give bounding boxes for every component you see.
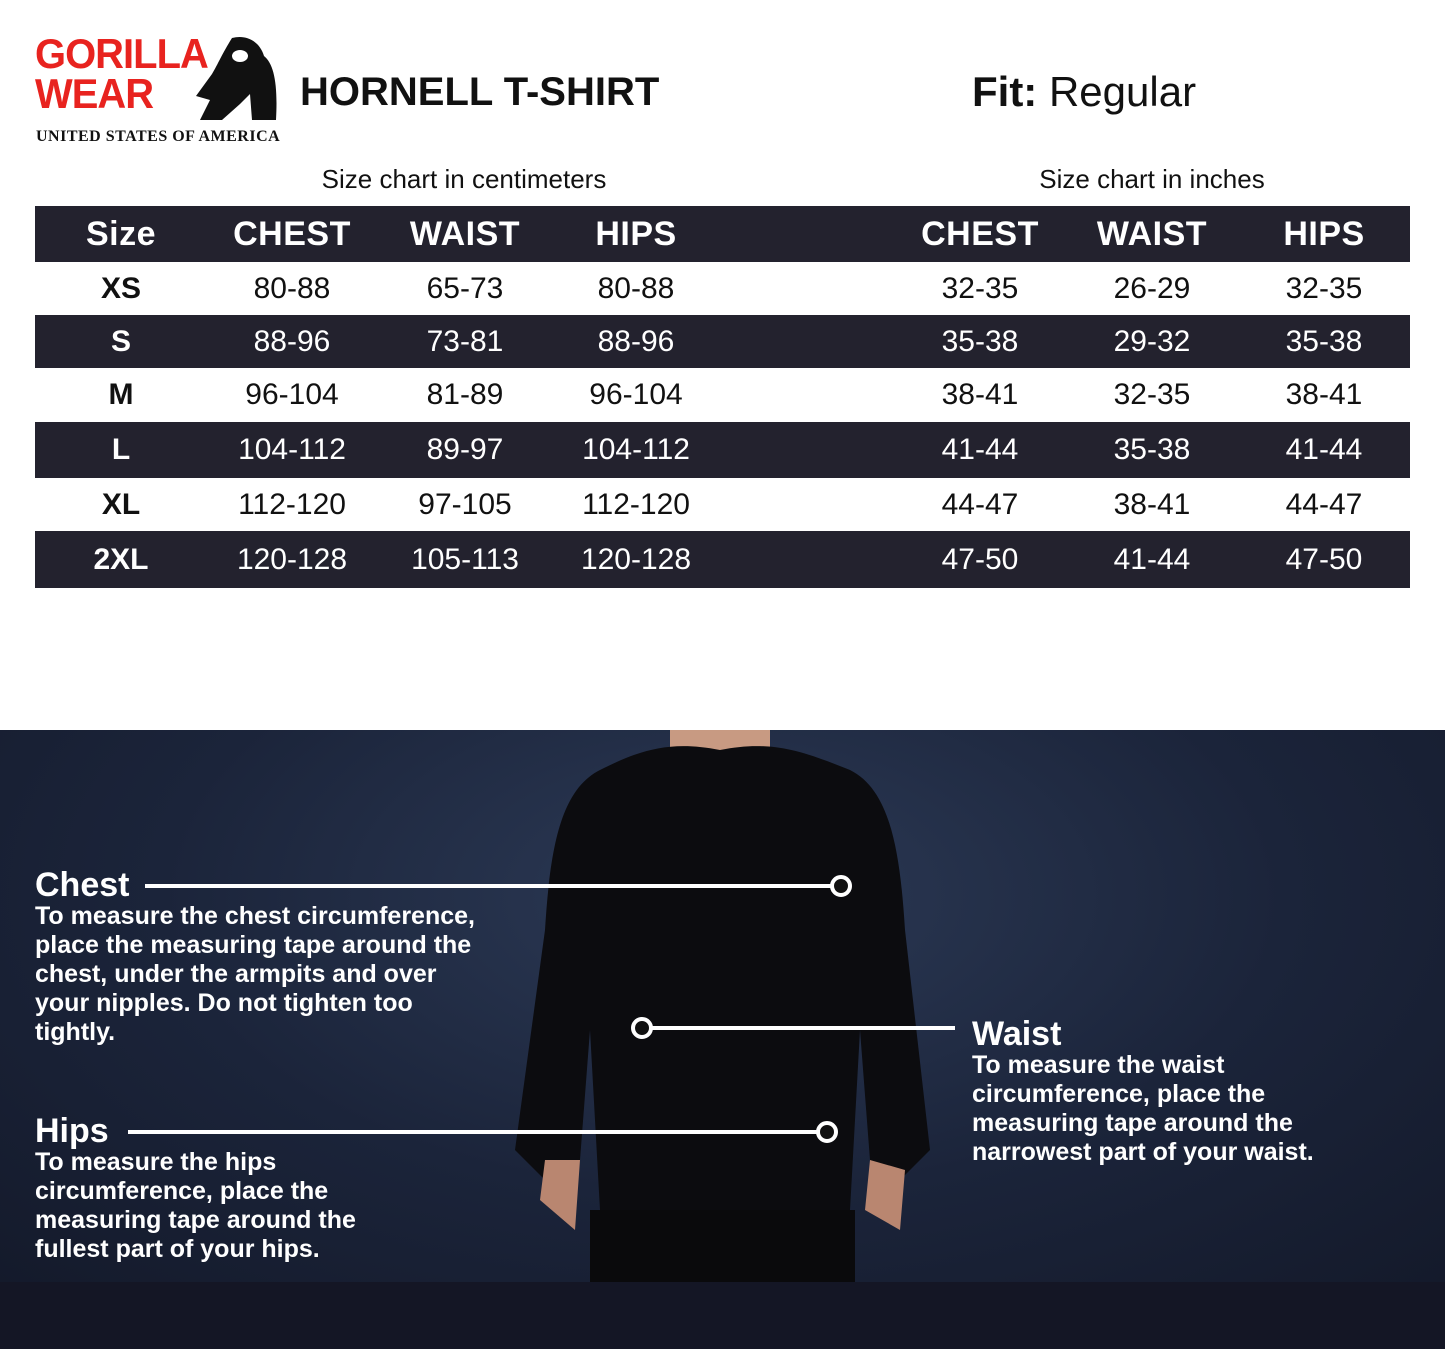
fit-value: Regular (1048, 68, 1197, 115)
chest-text: To measure the chest circumference, plac… (35, 902, 475, 1046)
cell-waist-cm: 73-81 (426, 325, 504, 358)
header-chest-in: CHEST (921, 215, 1039, 253)
waist-marker (631, 1017, 653, 1039)
chest-guide: Chest To measure the chest circumference,… (35, 868, 495, 1047)
hips-text: To measure the hips circumference, place… (35, 1148, 356, 1263)
cell-waist-cm: 81-89 (426, 378, 504, 411)
cell-chest-cm: 88-96 (253, 325, 331, 358)
cell-hips-cm: 88-96 (597, 325, 675, 358)
hips-title: Hips (35, 1112, 109, 1150)
cell-waist-in: 35-38 (1113, 433, 1191, 466)
fit-info: Fit: Regular (972, 68, 1196, 116)
cell-hips-cm: 80-88 (597, 272, 675, 305)
cell-chest-in: 47-50 (941, 543, 1019, 576)
table-row: S 88-96 73-81 88-96 35-38 29-32 35-38 (35, 315, 1410, 368)
chest-title: Chest (35, 866, 130, 904)
fit-label: Fit: (972, 68, 1038, 115)
model-photo (0, 730, 1445, 1282)
table-row: XS 80-88 65-73 80-88 32-35 26-29 32-35 (35, 262, 1410, 315)
cell-chest-cm: 120-128 (236, 543, 348, 576)
logo-line1: GORILLA (35, 30, 209, 77)
table-row: 2XL 120-128 105-113 120-128 47-50 41-44 47-50 (35, 531, 1410, 588)
cell-waist-cm: 65-73 (426, 272, 504, 305)
waist-text: To measure the waist circumference, plac… (972, 1051, 1314, 1166)
header-hips-in: HIPS (1283, 215, 1365, 253)
brand-logo: GORILLA WEAR (35, 30, 209, 117)
cell-size: L (111, 433, 131, 466)
chest-line (145, 884, 835, 888)
cell-hips-cm: 120-128 (580, 543, 692, 576)
cell-size: 2XL (93, 543, 149, 576)
cell-chest-cm: 96-104 (245, 378, 339, 411)
cell-hips-in: 47-50 (1285, 543, 1363, 576)
cell-hips-in: 41-44 (1285, 433, 1363, 466)
cell-waist-in: 41-44 (1113, 543, 1191, 576)
cell-hips-in: 38-41 (1285, 378, 1363, 411)
header-waist-cm: WAIST (409, 215, 521, 253)
waist-title: Waist (972, 1015, 1062, 1053)
waist-guide: Waist To measure the waist circumference,… (972, 1017, 1372, 1167)
table-row: L 104-112 89-97 104-112 41-44 35-38 41-44 (35, 422, 1410, 478)
cell-hips-in: 32-35 (1285, 272, 1363, 305)
cell-hips-in: 35-38 (1285, 325, 1363, 358)
brand-tagline: UNITED STATES OF AMERICA (36, 128, 281, 145)
footer-band (0, 1282, 1445, 1349)
chest-marker (830, 875, 852, 897)
cell-chest-in: 44-47 (941, 488, 1019, 521)
cell-waist-in: 32-35 (1113, 378, 1191, 411)
cell-waist-cm: 105-113 (411, 543, 519, 576)
cell-chest-in: 32-35 (941, 272, 1019, 305)
hips-guide: Hips To measure the hips circumference, p… (35, 1114, 435, 1264)
cell-waist-cm: 89-97 (426, 433, 504, 466)
cell-waist-in: 26-29 (1113, 272, 1191, 305)
header-size: Size (85, 215, 157, 253)
shirt-silhouette (515, 730, 930, 1282)
hips-marker (816, 1121, 838, 1143)
cell-waist-in: 38-41 (1113, 488, 1191, 521)
header-chest-cm: CHEST (233, 215, 351, 253)
waist-line (650, 1026, 955, 1030)
cell-size: XL (101, 488, 141, 521)
gorilla-icon (196, 36, 277, 121)
cell-size: M (108, 378, 134, 411)
cell-size: S (110, 325, 131, 358)
table-header: Size CHEST WAIST HIPS CHEST WAIST HIPS (35, 206, 1410, 262)
cell-chest-in: 35-38 (941, 325, 1019, 358)
cell-hips-cm: 112-120 (582, 488, 690, 521)
product-title: HORNELL T-SHIRT (300, 70, 660, 114)
cell-chest-cm: 80-88 (253, 272, 331, 305)
inch-caption: Size chart in inches (1039, 164, 1265, 194)
cell-chest-cm: 112-120 (238, 488, 346, 521)
cell-waist-in: 29-32 (1113, 325, 1191, 358)
cell-chest-in: 41-44 (941, 433, 1019, 466)
cell-chest-in: 38-41 (941, 378, 1019, 411)
cell-chest-cm: 104-112 (238, 433, 346, 466)
logo-line2: WEAR (35, 70, 154, 117)
cell-hips-in: 44-47 (1285, 488, 1363, 521)
header-waist-in: WAIST (1096, 215, 1208, 253)
hips-line (128, 1130, 821, 1134)
cell-hips-cm: 104-112 (582, 433, 690, 466)
cm-caption: Size chart in centimeters (321, 164, 607, 194)
cell-hips-cm: 96-104 (589, 378, 683, 411)
table-row: XL 112-120 97-105 112-120 44-47 38-41 44-47 (35, 478, 1410, 531)
table-row: M 96-104 81-89 96-104 38-41 32-35 38-41 (35, 368, 1410, 422)
header-hips-cm: HIPS (595, 215, 677, 253)
cell-waist-cm: 97-105 (418, 488, 512, 521)
cell-size: XS (100, 272, 142, 305)
